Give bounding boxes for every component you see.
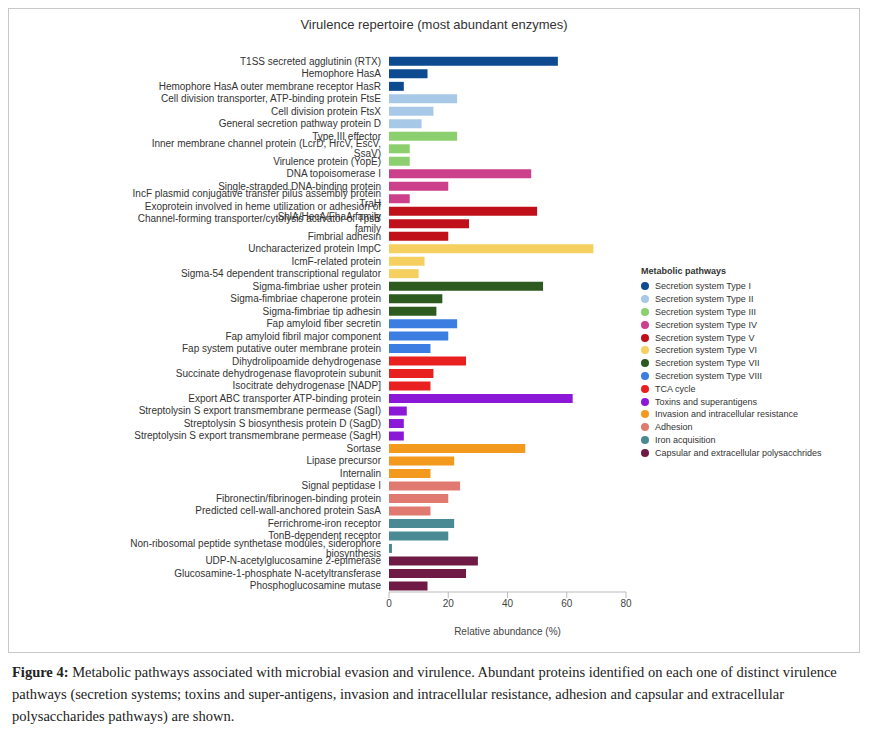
svg-text:Predicted cell-wall-anchored p: Predicted cell-wall-anchored protein Sas… [195,505,381,516]
svg-text:Export ABC transporter ATP-bin: Export ABC transporter ATP-binding prote… [188,393,381,404]
svg-text:40: 40 [502,598,514,609]
svg-text:Succinate dehydrogenase flavop: Succinate dehydrogenase flavoprotein sub… [176,368,381,379]
svg-text:Hemophore HasA: Hemophore HasA [302,68,382,79]
svg-text:Fibronectin/fibrinogen-binding: Fibronectin/fibrinogen-binding protein [216,493,381,504]
svg-text:20: 20 [443,598,455,609]
svg-text:General secretion pathway prot: General secretion pathway protein D [219,118,381,129]
svg-text:Cell division protein FtsX: Cell division protein FtsX [271,106,381,117]
svg-text:Cell division transporter, ATP: Cell division transporter, ATP-binding p… [161,93,381,104]
svg-text:Uncharacterized protein ImpC: Uncharacterized protein ImpC [248,243,381,254]
svg-text:Fap system putative outer memb: Fap system putative outer membrane prote… [182,343,381,354]
svg-text:80: 80 [620,598,632,609]
svg-text:Hemophore HasA outer membrane: Hemophore HasA outer membrane receptor H… [159,81,381,92]
svg-text:Isocitrate dehydrogenase [NADP: Isocitrate dehydrogenase [NADP] [233,380,382,391]
svg-text:Streptolysin S export transmem: Streptolysin S export transmembrane perm… [134,430,381,441]
svg-text:Lipase precursor: Lipase precursor [307,455,382,466]
svg-text:Sortase: Sortase [347,443,382,454]
svg-text:0: 0 [386,598,392,609]
svg-text:Sigma-fimbriae tip adhesin: Sigma-fimbriae tip adhesin [263,306,381,317]
svg-text:Glucosamine-1-phosphate N-acet: Glucosamine-1-phosphate N-acetyltransfer… [174,568,381,579]
svg-text:Sigma-54 dependent transcripti: Sigma-54 dependent transcriptional regul… [181,268,382,279]
svg-text:Phosphoglucosamine mutase: Phosphoglucosamine mutase [250,580,382,591]
svg-text:Streptolysin S biosynthesis pr: Streptolysin S biosynthesis protein D (S… [184,418,381,429]
svg-text:Signal peptidase I: Signal peptidase I [301,480,381,491]
svg-text:Fap amyloid fibril major compo: Fap amyloid fibril major component [225,331,381,342]
svg-text:Sigma-fimbriae chaperone prote: Sigma-fimbriae chaperone protein [230,293,381,304]
svg-text:Relative abundance (%): Relative abundance (%) [454,626,561,637]
svg-text:IcmF-related protein: IcmF-related protein [292,256,381,267]
svg-text:DNA topoisomerase I: DNA topoisomerase I [287,168,382,179]
svg-text:Virulence protein (YopE): Virulence protein (YopE) [273,156,381,167]
svg-text:Streptolysin S export transmem: Streptolysin S export transmembrane perm… [139,405,381,416]
svg-text:T1SS secreted agglutinin (RTX): T1SS secreted agglutinin (RTX) [240,56,381,67]
svg-text:Fap amyloid fiber secretin: Fap amyloid fiber secretin [267,318,382,329]
svg-text:Sigma-fimbriae usher protein: Sigma-fimbriae usher protein [253,281,381,292]
svg-text:Ferrichrome-iron receptor: Ferrichrome-iron receptor [268,518,382,529]
svg-text:Internalin: Internalin [340,468,381,479]
svg-text:UDP-N-acetylglucosamine 2-epim: UDP-N-acetylglucosamine 2-epimerase [205,555,381,566]
svg-text:Dihydrolipoamide dehydrogenase: Dihydrolipoamide dehydrogenase [232,356,381,367]
svg-text:Fimbrial adhesin: Fimbrial adhesin [308,231,381,242]
svg-text:60: 60 [561,598,573,609]
